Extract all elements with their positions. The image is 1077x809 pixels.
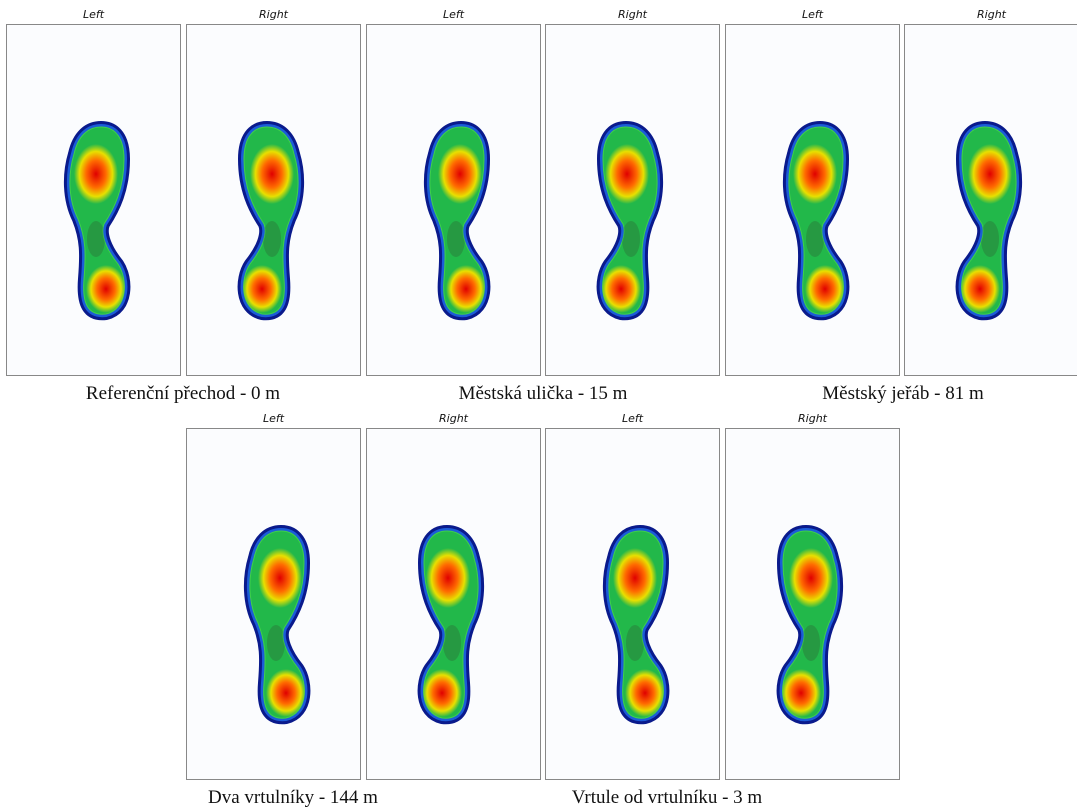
forefoot-hotspot <box>258 548 302 608</box>
forefoot-hotspot <box>793 144 837 204</box>
panel-caption: Referenční přechod - 0 m <box>86 383 280 404</box>
arch-shade <box>806 221 824 257</box>
forefoot-hotspot <box>74 144 118 204</box>
panel-caption: Vrtule od vrtulníku - 3 m <box>572 787 763 808</box>
arch-shade <box>622 221 640 257</box>
view-label: Left <box>802 8 824 21</box>
foot-view: Right <box>905 8 1077 376</box>
forefoot-hotspot <box>426 548 470 608</box>
view-label: Right <box>977 8 1007 21</box>
panel-caption: Městský jeřáb - 81 m <box>822 383 984 404</box>
foot-view: Right <box>546 8 720 376</box>
forefoot-hotspot <box>789 548 833 608</box>
forefoot-hotspot <box>250 144 294 204</box>
view-label: Left <box>622 412 644 425</box>
foot-view: Left <box>367 8 541 376</box>
forefoot-hotspot <box>438 144 482 204</box>
foot-view: Right <box>187 8 361 376</box>
foot-view: Left <box>7 8 181 376</box>
arch-shade <box>443 625 461 661</box>
view-label: Left <box>83 8 105 21</box>
foot-view: Left <box>726 8 900 376</box>
foot-view: Right <box>367 412 541 780</box>
view-label: Right <box>259 8 289 21</box>
foot-view: Right <box>726 412 900 780</box>
forefoot-hotspot <box>613 548 657 608</box>
arch-shade <box>626 625 644 661</box>
panel-caption: Městská ulička - 15 m <box>459 383 628 404</box>
arch-shade <box>981 221 999 257</box>
arch-shade <box>263 221 281 257</box>
view-label: Right <box>439 412 469 425</box>
arch-shade <box>267 625 285 661</box>
panel-caption: Dva vrtulníky - 144 m <box>208 787 378 808</box>
figure: Referenční přechod - 0 m Left Right Městská… <box>0 0 1077 809</box>
foot-view: Left <box>187 412 361 780</box>
arch-shade <box>447 221 465 257</box>
view-label: Right <box>618 8 648 21</box>
forefoot-hotspot <box>605 144 649 204</box>
arch-shade <box>802 625 820 661</box>
foot-view: Left <box>546 412 720 780</box>
view-label: Left <box>443 8 465 21</box>
forefoot-hotspot <box>968 144 1012 204</box>
arch-shade <box>87 221 105 257</box>
view-label: Left <box>263 412 285 425</box>
page: Referenční přechod - 0 m Left Right Městská… <box>0 0 1077 809</box>
view-label: Right <box>798 412 828 425</box>
